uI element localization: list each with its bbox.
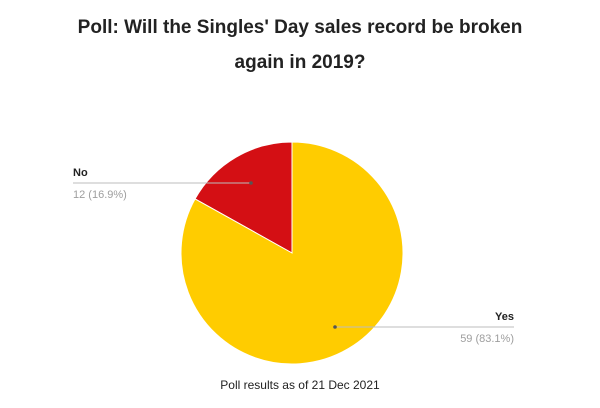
leader-dot-no xyxy=(249,181,253,185)
slice-label-yes: Yes xyxy=(495,311,514,323)
footnote: Poll results as of 21 Dec 2021 xyxy=(220,378,380,392)
slice-value-no: 12 (16.9%) xyxy=(73,189,127,201)
slice-value-yes: 59 (83.1%) xyxy=(460,333,514,345)
pie-slice-no xyxy=(194,141,293,254)
slice-label-no: No xyxy=(73,167,88,179)
pie-slices xyxy=(180,141,404,365)
chart-title: Poll: Will the Singles' Day sales record… xyxy=(77,17,523,73)
pie-slice-yes xyxy=(180,141,404,365)
leader-dot-yes xyxy=(333,325,337,329)
